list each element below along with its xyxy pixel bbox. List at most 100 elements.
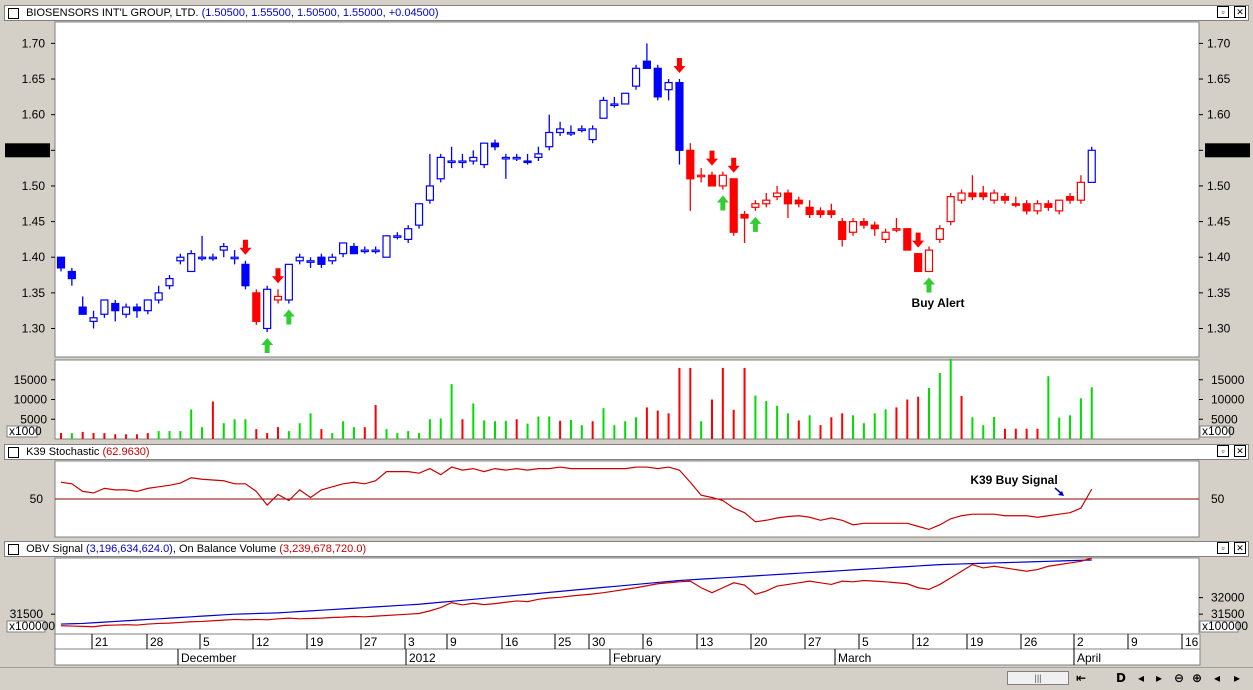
close-button[interactable]: ✕ <box>1234 445 1246 457</box>
volume-bar <box>385 429 388 439</box>
volume-bar <box>993 416 996 439</box>
candle <box>371 249 380 253</box>
volume-bar <box>765 401 768 439</box>
y-tick-label: 1.35 <box>1207 286 1231 300</box>
y-tick-label: 1.65 <box>1207 72 1231 86</box>
k39-pane: K39 Stochastic (62.9630) ▫ ✕ 50 50 K39 Buy… <box>0 442 1253 538</box>
scroll-right-button[interactable]: ▸ <box>1156 671 1163 685</box>
candle <box>772 192 782 198</box>
y-tick-label: 15000 <box>14 373 48 387</box>
pane-menu-icon[interactable] <box>8 8 19 19</box>
y-tick-label: 1.50 <box>1207 179 1231 193</box>
scroll-start-button[interactable]: ⇤ <box>1076 671 1087 685</box>
obv-multiplier: x100000 <box>9 619 55 633</box>
volume-multiplier: x1000 <box>1202 424 1235 438</box>
obv-titlebar[interactable]: OBV Signal (3,196,634,624.0), On Balance… <box>4 541 1249 557</box>
candle <box>252 292 261 322</box>
price-chart[interactable]: 1.30 1.30 1.35 1.35 1.40 1.40 1.45 1.45 1.50 1.50… <box>0 0 1253 358</box>
candle <box>653 67 662 98</box>
page-right-button[interactable]: ▸ <box>1234 671 1241 685</box>
page-left-button[interactable]: ◂ <box>1214 671 1221 685</box>
volume-bar <box>732 409 735 439</box>
y-tick-label: 1.70 <box>22 36 46 50</box>
security-name: BIOSENSORS INT'L GROUP, LTD. <box>26 7 199 19</box>
volume-bar <box>786 413 789 439</box>
volume-bar <box>613 425 616 439</box>
volume-bar <box>1047 376 1050 439</box>
volume-bar <box>808 415 811 439</box>
candle <box>534 153 543 159</box>
volume-bar <box>190 409 193 439</box>
date-day-label: 30 <box>592 635 606 649</box>
scroll-left-button[interactable]: ◂ <box>1138 671 1145 685</box>
pane-menu-icon[interactable] <box>8 447 19 458</box>
volume-bar <box>320 429 323 439</box>
zoom-in-button[interactable]: ⊕ <box>1192 671 1203 685</box>
horizontal-scrollbar[interactable]: ||| <box>1007 671 1069 685</box>
maximize-button[interactable]: ▫ <box>1217 6 1229 18</box>
candle <box>794 199 803 205</box>
y-tick-label: 1.30 <box>22 321 46 335</box>
y-tick-label: 31500 <box>1211 607 1245 621</box>
candle <box>924 249 934 273</box>
candle <box>480 142 489 166</box>
candle <box>979 192 988 198</box>
volume-bar <box>168 431 171 439</box>
daily-period-button[interactable]: D <box>1116 671 1126 685</box>
k39-chart[interactable]: 50 50 K39 Buy Signal <box>0 442 1253 538</box>
volume-bar <box>830 417 833 439</box>
buy-alert-label: Buy Alert <box>912 296 965 310</box>
date-day-label: 28 <box>150 635 164 649</box>
date-day-label: 12 <box>916 635 930 649</box>
close-button[interactable]: ✕ <box>1234 542 1246 554</box>
date-month-label: 2012 <box>409 651 436 665</box>
y-tick-label: 15000 <box>1211 373 1245 387</box>
candle <box>512 156 521 160</box>
volume-chart[interactable]: 5000 5000 10000 10000 15000 15000 x1000 x1000 <box>0 358 1253 440</box>
date-day-label: 6 <box>646 635 653 649</box>
candle <box>1044 203 1053 208</box>
candle <box>382 235 391 258</box>
date-day-label: 27 <box>364 635 378 649</box>
price-pane-titlebar[interactable]: BIOSENSORS INT'L GROUP, LTD. (1.50500, 1… <box>4 5 1249 21</box>
volume-bar <box>721 367 724 439</box>
date-day-label: 5 <box>203 635 210 649</box>
maximize-button[interactable]: ▫ <box>1217 542 1229 554</box>
volume-bar <box>472 403 475 439</box>
close-button[interactable]: ✕ <box>1234 6 1246 18</box>
pane-menu-icon[interactable] <box>8 544 19 555</box>
date-day-label: 5 <box>862 635 869 649</box>
candle <box>588 128 597 141</box>
date-day-label: 13 <box>700 635 714 649</box>
volume-bar <box>374 405 377 439</box>
volume-bar <box>1090 387 1093 439</box>
y-tick-label: 1.35 <box>22 286 46 300</box>
y-tick-label: 32000 <box>1211 591 1245 605</box>
candle <box>610 103 619 107</box>
candle <box>621 92 630 105</box>
candle <box>339 242 348 255</box>
volume-bar <box>700 421 703 439</box>
y-tick-label: 1.70 <box>1207 36 1231 50</box>
candle <box>555 128 565 134</box>
candle <box>664 81 673 91</box>
volume-bar <box>602 408 605 439</box>
k39-titlebar[interactable]: K39 Stochastic (62.9630) <box>4 444 1249 460</box>
zoom-out-button[interactable]: ⊖ <box>1174 671 1185 685</box>
date-day-label: 19 <box>310 635 324 649</box>
candle <box>968 192 977 198</box>
volume-bar <box>494 421 496 439</box>
sell-arrow-icon <box>239 239 252 255</box>
maximize-button[interactable]: ▫ <box>1217 445 1229 457</box>
volume-bar <box>125 434 128 439</box>
last-price-label: 1.55000 <box>1207 143 1251 157</box>
candle <box>751 203 760 208</box>
volume-bar <box>862 423 865 439</box>
candle <box>675 81 684 151</box>
date-day-label: 21 <box>95 635 109 649</box>
y-tick-label: 1.60 <box>22 108 46 122</box>
volume-bar <box>1079 398 1082 439</box>
candle <box>56 256 66 269</box>
candle <box>1065 196 1075 201</box>
